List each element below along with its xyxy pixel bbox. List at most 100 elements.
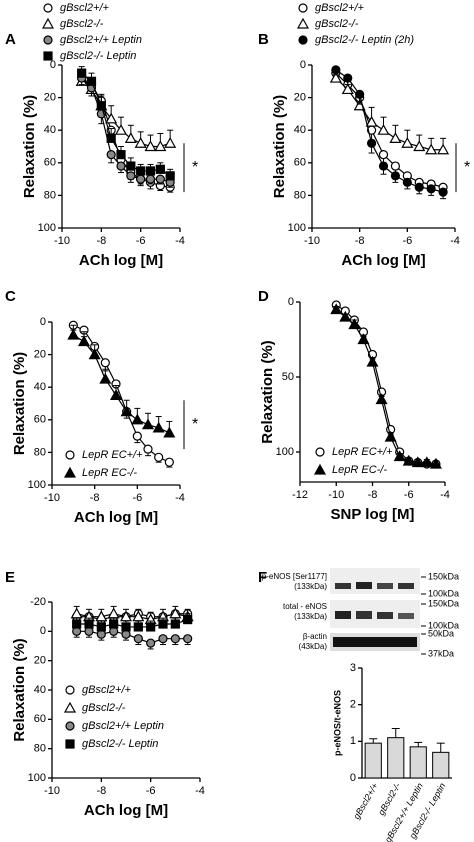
point: [116, 150, 126, 160]
y-axis-label: Relaxation (%): [259, 340, 276, 443]
marker-label: 50kDa: [428, 628, 454, 638]
series-line: [335, 69, 444, 193]
legend-label: gBscl2-/- Leptin: [60, 50, 136, 62]
y-tick-label: 0: [300, 59, 306, 71]
point: [329, 71, 342, 83]
series-line: [335, 77, 444, 151]
x-axis-label: SNP log [M]: [331, 506, 415, 523]
point: [134, 137, 147, 148]
band: [377, 583, 393, 589]
y-tick-label: 40: [44, 124, 56, 136]
legend-label: LepR EC-/-: [332, 464, 387, 476]
point: [348, 318, 361, 330]
series-line: [76, 619, 188, 628]
point: [146, 622, 156, 632]
point: [146, 638, 156, 648]
point: [341, 83, 354, 95]
annotation: *: [464, 159, 470, 176]
legend-label: gBscl2-/- Leptin: [82, 738, 158, 750]
x-tick-label: gBscl2+/+: [351, 781, 380, 821]
panel-label: B: [258, 31, 269, 48]
series-line: [73, 334, 170, 434]
point: [170, 634, 180, 644]
y-tick-label: -20: [30, 596, 46, 608]
point: [121, 622, 131, 632]
point: [86, 76, 97, 86]
point: [106, 150, 116, 160]
legend-label: gBscl2+/+: [60, 2, 109, 14]
blot-label: β-actin: [303, 632, 327, 641]
y-tick-label: 0: [350, 772, 356, 784]
y-tick-label: 0: [288, 296, 294, 308]
point: [331, 65, 341, 75]
y-tick-label: 40: [294, 124, 306, 136]
point: [96, 101, 106, 111]
panel-label: C: [5, 288, 16, 305]
y-tick-label: 0: [40, 316, 46, 328]
point: [77, 68, 87, 78]
x-tick-label: -10: [54, 235, 70, 247]
point: [132, 431, 142, 441]
point: [393, 450, 406, 462]
point: [402, 454, 415, 466]
point: [99, 372, 112, 384]
x-tick-label: -4: [450, 235, 460, 247]
point: [154, 140, 167, 152]
point: [438, 187, 448, 197]
point: [158, 619, 168, 629]
legend-label: LepR EC-/-: [82, 467, 137, 479]
y-axis-label: p-eNOS/t-eNOS: [332, 690, 342, 756]
point: [126, 161, 136, 171]
legend-marker: [43, 35, 53, 45]
point: [183, 614, 193, 625]
point: [88, 348, 101, 360]
x-tick-label: -6: [404, 489, 414, 501]
y-axis-label: Relaxation (%): [271, 95, 288, 198]
band: [356, 611, 372, 619]
legend-label: gBscl2+/+ Leptin: [82, 720, 164, 732]
point: [126, 171, 136, 181]
marker-label: 100kDa: [428, 588, 459, 598]
legend-label: gBscl2-/-: [82, 702, 126, 714]
point: [378, 161, 389, 171]
point: [152, 421, 165, 433]
point: [183, 634, 193, 644]
marker-label: 150kDa: [428, 571, 459, 581]
point: [357, 333, 370, 345]
x-tick-label: -8: [90, 492, 100, 504]
point: [141, 418, 155, 430]
point: [170, 619, 180, 629]
point: [143, 444, 153, 454]
band: [335, 611, 351, 619]
legend-marker: [65, 721, 75, 731]
point: [401, 137, 414, 148]
point: [70, 607, 83, 619]
y-tick-label: 0: [40, 625, 46, 637]
blot-label: total - eNOS: [283, 602, 327, 611]
legend-marker: [315, 447, 325, 457]
legend-label: gBscl2+/+: [315, 2, 364, 14]
point: [377, 123, 390, 135]
marker-label: 150kDa: [428, 598, 459, 608]
point: [375, 393, 388, 405]
legend-label: LepR EC+/+: [332, 446, 393, 458]
point: [144, 140, 157, 152]
y-axis-label: Relaxation (%): [11, 638, 28, 741]
x-tick-label: -4: [195, 785, 205, 797]
point: [116, 161, 126, 171]
y-axis-label: Relaxation (%): [11, 352, 28, 455]
series-line: [73, 324, 170, 463]
point: [366, 355, 379, 367]
blot-panel: [330, 568, 420, 594]
legend-label: gBscl2+/+ Leptin: [60, 34, 142, 46]
x-tick-label: -8: [355, 235, 365, 247]
x-axis-label: ACh log [M]: [79, 252, 163, 269]
point: [136, 174, 146, 184]
legend-marker: [313, 463, 327, 475]
band: [333, 637, 417, 647]
band: [398, 613, 414, 619]
point: [109, 619, 119, 629]
point: [420, 456, 433, 468]
x-axis-label: ACh log [M]: [74, 509, 158, 526]
